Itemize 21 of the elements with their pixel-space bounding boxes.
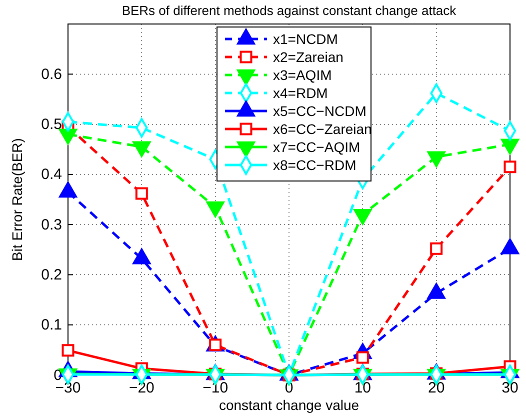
legend-label: x4=RDM xyxy=(273,85,328,101)
legend-label: x7=CC−AQIM xyxy=(273,139,360,155)
x-axis-title: constant change value xyxy=(218,397,360,413)
legend-label: x6=CC−Zareian xyxy=(273,121,372,137)
y-axis-title: Bit Error Rate(BER) xyxy=(9,138,25,261)
y-tick-label: 0.6 xyxy=(41,66,62,83)
y-tick-label: 0.2 xyxy=(41,266,62,284)
x-tick-label: 30 xyxy=(502,380,518,397)
legend-label: x3=AQIM xyxy=(273,67,332,83)
legend-label: x2=Zareian xyxy=(273,49,344,65)
x-tick-label: 10 xyxy=(354,380,372,397)
y-tick-label: 0.1 xyxy=(41,316,62,334)
y-tick-label: 0.4 xyxy=(41,166,62,184)
x-tick-label: −30 xyxy=(55,380,81,397)
y-tick-label: 0.3 xyxy=(41,216,62,234)
legend-label: x1=NCDM xyxy=(273,31,338,47)
x-tick-label: 20 xyxy=(428,380,445,397)
legend-label: x8=CC−RDM xyxy=(273,157,356,173)
y-tick-label: 0.5 xyxy=(41,116,62,134)
legend-label: x5=CC−NCDM xyxy=(273,103,366,119)
chart-title: BERs of different methods against constant change attack xyxy=(122,3,457,18)
